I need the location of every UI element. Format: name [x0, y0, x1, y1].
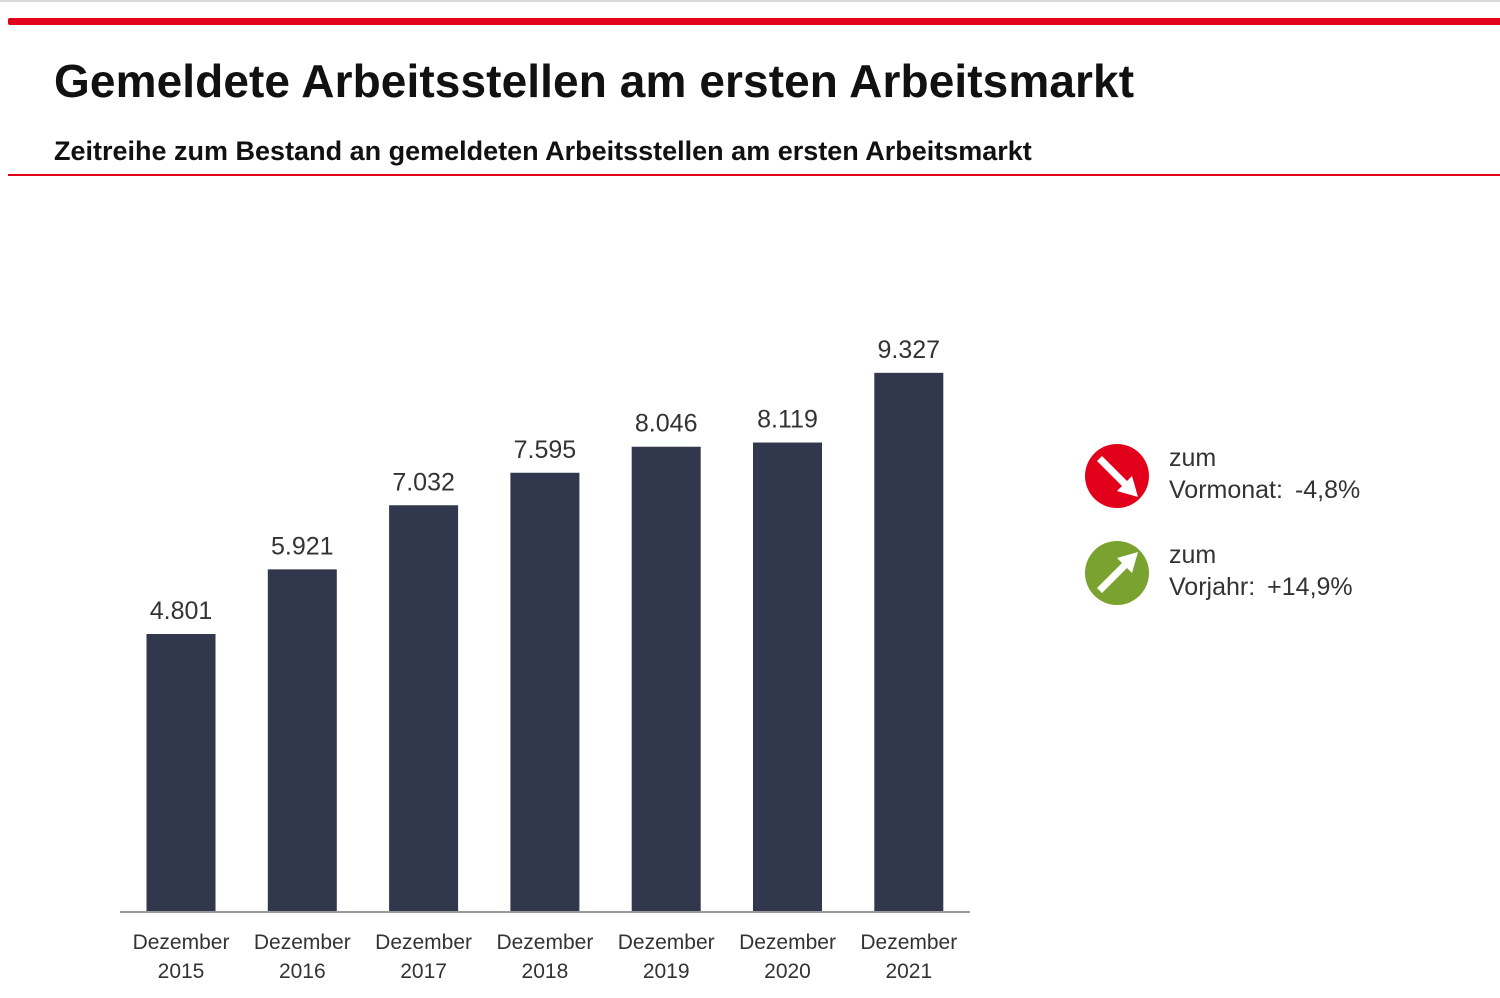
bar-2020 [753, 442, 822, 911]
bar-2016 [267, 569, 337, 911]
arrow-down-right-icon [1085, 444, 1149, 508]
data-label-2016: 5.921 [271, 532, 334, 560]
tick-label-2021-year: 2021 [885, 960, 932, 983]
legend-vormonat-label: Vormonat: [1169, 476, 1283, 504]
tick-label-2016-month: Dezember [254, 931, 351, 954]
tick-label-2020-year: 2020 [764, 960, 811, 983]
data-label-2015: 4.801 [150, 597, 213, 625]
tick-label-2017-month: Dezember [375, 931, 472, 954]
tick-label-2018-year: 2018 [522, 960, 569, 983]
legend-vorjahr: zum Vorjahr: +14,9% [1085, 541, 1405, 607]
data-label-2019: 8.046 [635, 410, 698, 438]
tick-label-2016-year: 2016 [279, 960, 326, 983]
top-accent-rule [8, 18, 1500, 25]
tick-label-2021-month: Dezember [860, 931, 957, 954]
legend-vormonat-value: -4,8% [1294, 476, 1361, 504]
arrow-up-right-icon [1085, 541, 1149, 605]
tick-label-2018-month: Dezember [496, 931, 593, 954]
category-labels-group: Dezember 2015 Dezember 2016 Dezember 2017 Deze… [133, 931, 958, 983]
bar-2018 [510, 472, 580, 911]
bar-2019 [631, 446, 701, 911]
value-labels-group: 4.801 5.921 7.032 7.595 8.046 8.119 9.327 [150, 336, 940, 625]
tick-label-2017-year: 2017 [400, 960, 447, 983]
tick-label-2019-month: Dezember [618, 931, 715, 954]
tick-label-2015-month: Dezember [133, 931, 230, 954]
page-title: Gemeldete Arbeitsstellen am ersten Arbei… [54, 55, 1135, 107]
bar-chart: 4.801 5.921 7.032 7.595 8.046 8.119 9.327 Deze… [120, 336, 970, 983]
bars-group [146, 372, 944, 911]
legend-vormonat: zum Vormonat: -4,8% [1085, 444, 1405, 510]
data-label-2020: 8.119 [757, 406, 818, 434]
legend-vormonat-line1: zum [1169, 444, 1217, 472]
bar-2017 [389, 505, 459, 911]
bar-2015 [146, 633, 216, 911]
top-border [0, 0, 1500, 2]
subtitle-rule [8, 174, 1500, 176]
legend-vorjahr-label: Vorjahr: [1169, 573, 1256, 601]
legend-vorjahr-value: +14,9% [1267, 573, 1353, 601]
data-label-2021: 9.327 [878, 336, 941, 364]
legend-vorjahr-line1: zum [1169, 541, 1217, 569]
tick-label-2019-year: 2019 [643, 960, 690, 983]
tick-label-2020-month: Dezember [739, 931, 836, 954]
data-label-2018: 7.595 [514, 436, 577, 464]
data-label-2017: 7.032 [392, 468, 455, 496]
page-subtitle: Zeitreihe zum Bestand an gemeldeten Arbe… [54, 136, 1032, 166]
bar-2021 [874, 372, 944, 911]
tick-label-2015-year: 2015 [158, 960, 205, 983]
